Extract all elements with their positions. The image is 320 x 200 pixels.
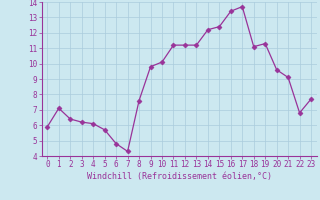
- X-axis label: Windchill (Refroidissement éolien,°C): Windchill (Refroidissement éolien,°C): [87, 172, 272, 181]
